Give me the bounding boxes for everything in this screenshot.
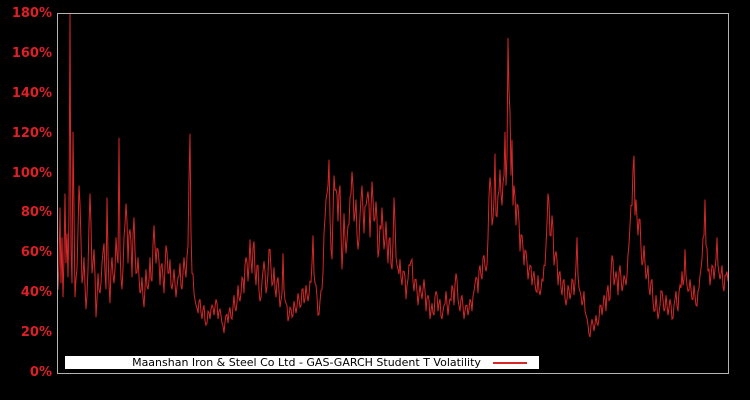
y-axis-tick-label: 140% <box>11 85 52 101</box>
y-axis-tick-label: 100% <box>11 165 52 181</box>
y-axis-tick-label: 40% <box>20 285 52 301</box>
volatility-line <box>58 14 728 338</box>
y-axis-tick-label: 60% <box>20 245 52 261</box>
legend-label: Maanshan Iron & Steel Co Ltd - GAS-GARCH… <box>132 356 481 369</box>
y-axis-tick-label: 120% <box>11 125 52 141</box>
y-axis-tick-label: 180% <box>11 6 52 21</box>
legend: Maanshan Iron & Steel Co Ltd - GAS-GARCH… <box>65 356 539 369</box>
legend-line-sample-icon <box>492 361 527 364</box>
y-axis-tick-label: 80% <box>20 205 52 221</box>
plot-area <box>57 13 729 374</box>
y-axis-tick-label: 0% <box>29 365 52 380</box>
y-axis-tick-label: 160% <box>11 45 52 61</box>
y-axis-tick-label: 20% <box>20 325 52 341</box>
chart-canvas <box>58 14 728 338</box>
